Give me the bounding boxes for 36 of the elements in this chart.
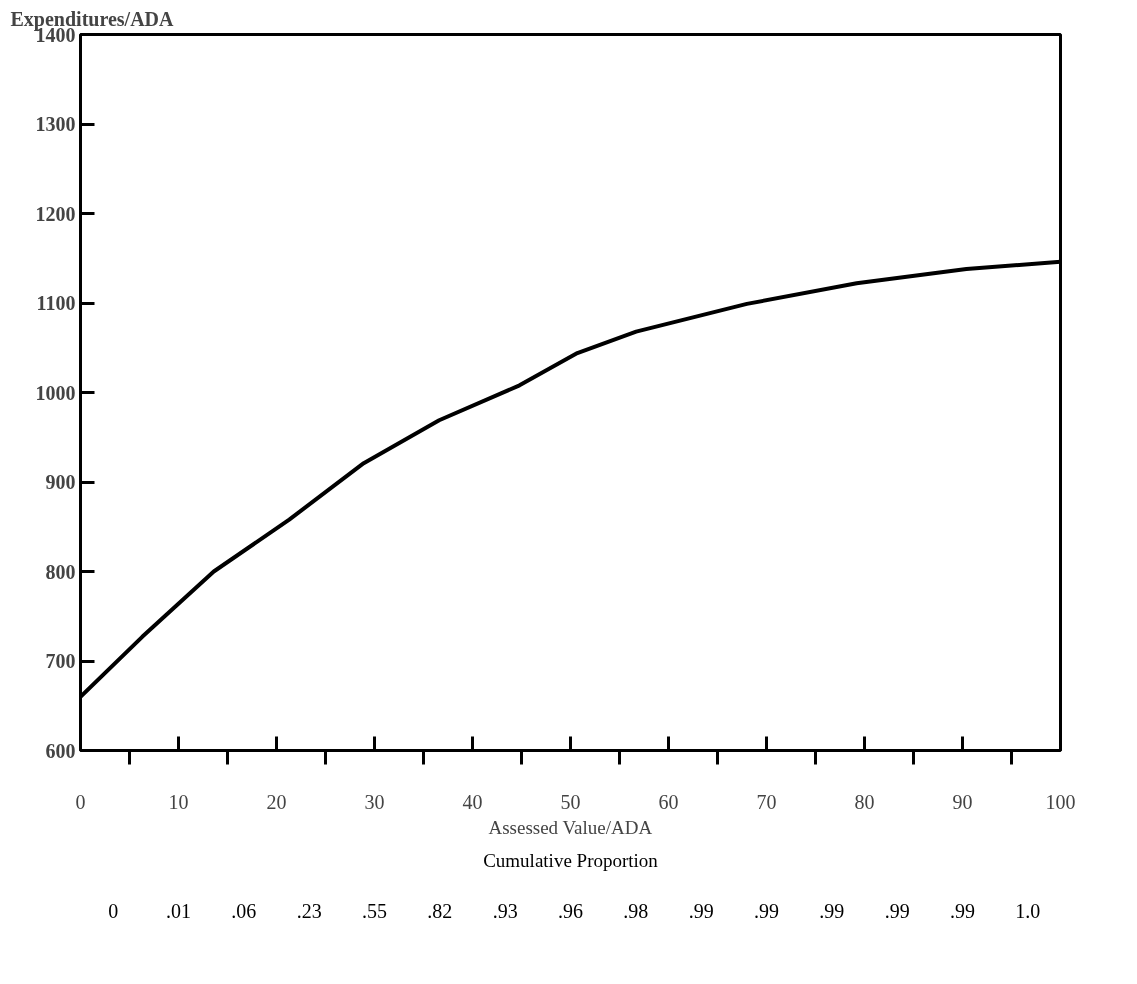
text: .99: [950, 899, 975, 922]
x-tick-label: 40: [462, 790, 483, 813]
text: Cumulative Proportion: [483, 850, 659, 871]
x-tick-label: 80: [854, 790, 875, 813]
text: .23: [296, 899, 322, 922]
y-tick-label: 1300: [35, 113, 76, 135]
text: .93: [492, 899, 518, 922]
x-tick-label: 30: [364, 790, 385, 813]
text: .98: [623, 899, 649, 922]
x-tick-label: 100: [1045, 790, 1076, 813]
y-tick-label: 1000: [35, 381, 76, 404]
y-tick-label: 600: [45, 739, 76, 762]
text: 1.0: [1015, 899, 1041, 922]
text: .99: [688, 899, 714, 922]
x-tick-label: 60: [658, 790, 679, 813]
x-tick-label: 50: [560, 790, 581, 813]
text: .06: [231, 899, 257, 922]
x-tick-label: 0: [75, 790, 86, 813]
text: .99: [819, 899, 845, 922]
y-tick-label: 1200: [35, 202, 76, 225]
x-tick-label: 20: [266, 790, 287, 813]
text: .82: [427, 899, 453, 922]
y-tick-label: 900: [45, 471, 76, 493]
text: 0: [108, 899, 119, 922]
text: .96: [558, 899, 583, 922]
text: .99: [884, 899, 910, 922]
text: .55: [362, 899, 387, 922]
y-tick-label: 1100: [36, 292, 76, 314]
x-axis-title: Assessed Value/ADA: [488, 816, 653, 838]
x-tick-label: 10: [168, 790, 189, 813]
text: .01: [166, 899, 191, 922]
x-tick-label: 90: [952, 790, 973, 813]
text: .99: [754, 899, 779, 922]
y-tick-label: 700: [45, 650, 76, 672]
y-tick-label: 800: [45, 560, 76, 583]
x-tick-label: 70: [756, 790, 777, 813]
